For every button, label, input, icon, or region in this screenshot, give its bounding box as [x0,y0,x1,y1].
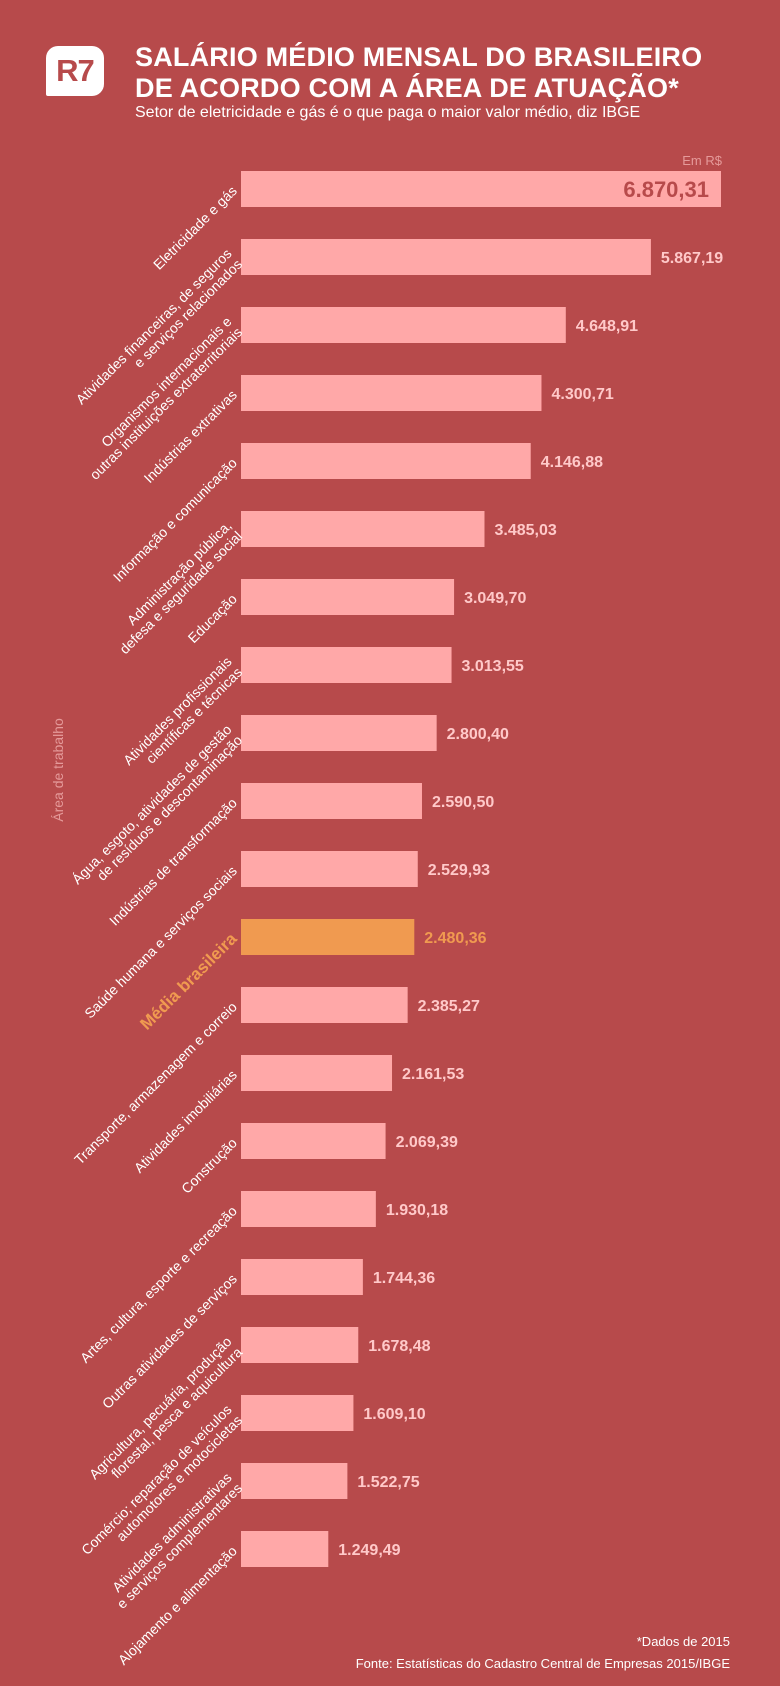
category-label-15: Construção [178,1134,240,1196]
bar-9 [241,715,437,751]
value-label-6: 3.485,03 [494,522,556,539]
value-label-16: 1.930,18 [386,1202,448,1219]
value-label-8: 3.013,55 [462,658,524,675]
bar-15 [241,1123,386,1159]
value-label-4: 4.300,71 [551,386,613,403]
bar-11 [241,851,418,887]
page-subtitle: Setor de eletricidade e gás é o que paga… [135,104,641,121]
bar-21 [241,1531,329,1567]
bar-5 [241,443,531,479]
value-label-14: 2.161,53 [402,1066,464,1083]
bar-6 [241,511,485,547]
value-label-15: 2.069,39 [396,1134,458,1151]
footnote: *Dados de 2015 [636,1634,730,1649]
r7-logo: R7 [46,46,104,96]
value-label-13: 2.385,27 [418,998,480,1015]
bar-14 [241,1055,393,1091]
bar-2 [241,239,651,275]
value-label-17: 1.744,36 [373,1270,435,1287]
value-label-18: 1.678,48 [368,1338,430,1355]
value-label-3: 4.648,91 [576,318,638,335]
value-label-10: 2.590,50 [432,794,494,811]
unit-label: Em R$ [682,153,722,168]
logo-text: R7 [56,53,95,88]
value-label-20: 1.522,75 [357,1474,419,1491]
value-label-9: 2.800,40 [447,726,509,743]
svg-text:Educação: Educação [185,590,240,645]
bar-18 [241,1327,359,1363]
source-note: Fonte: Estatísticas do Cadastro Central … [355,1656,730,1671]
category-label-6: Administração pública,defesa e seguridad… [106,517,246,657]
bar-3 [241,307,566,343]
bar-19 [241,1395,354,1431]
value-label-21: 1.249,49 [338,1542,400,1559]
bar-20 [241,1463,348,1499]
svg-text:Construção: Construção [178,1134,240,1196]
svg-text:Administração pública,defesa e: Administração pública,defesa e seguridad… [106,517,246,657]
title-line-1: SALÁRIO MÉDIO MENSAL DO BRASILEIRO [135,42,703,72]
value-label-11: 2.529,93 [428,862,490,879]
bar-7 [241,579,455,615]
bar-8 [241,647,452,683]
bar-12 [241,919,415,955]
bar-10 [241,783,422,819]
bar-16 [241,1191,376,1227]
page-title: SALÁRIO MÉDIO MENSAL DO BRASILEIRO DE AC… [135,42,775,104]
value-label-7: 3.049,70 [464,590,526,607]
value-label-5: 4.146,88 [541,454,603,471]
value-label-12: 2.480,36 [424,930,486,947]
bar-1 [241,171,721,207]
title-line-2: DE ACORDO COM A ÁREA DE ATUAÇÃO* [135,73,679,103]
value-label-1: 6.870,31 [623,177,709,202]
bar-4 [241,375,542,411]
category-label-7: Educação [185,590,240,645]
bar-13 [241,987,408,1023]
value-label-2: 5.867,19 [661,250,723,267]
value-label-19: 1.609,10 [363,1406,425,1423]
bar-17 [241,1259,363,1295]
